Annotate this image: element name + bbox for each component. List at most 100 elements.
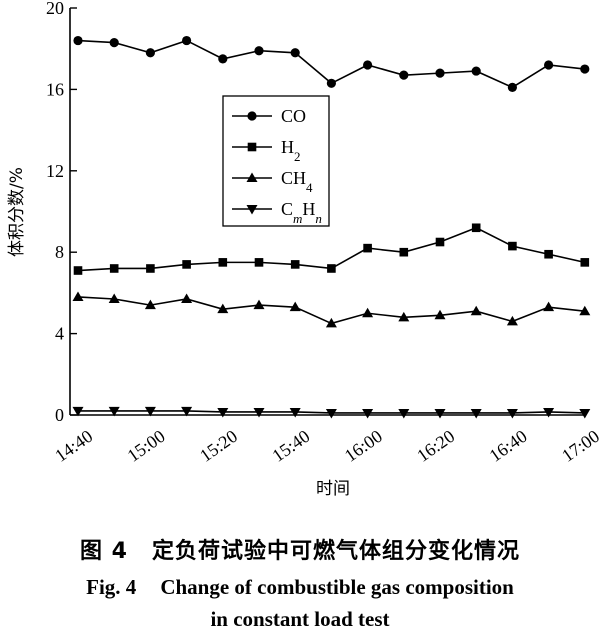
data-point-cmhn <box>506 408 518 419</box>
series-h2 <box>73 223 590 275</box>
data-point-h2 <box>290 260 300 269</box>
data-point-co <box>218 54 228 64</box>
data-point-ch4 <box>72 291 84 301</box>
data-point-ch4 <box>289 301 301 312</box>
data-point-cmhn <box>253 407 265 418</box>
caption-chinese-text: 定负荷试验中可燃气体组分变化情况 <box>151 539 520 564</box>
x-tick-label: 15:40 <box>268 426 313 466</box>
data-point-h2 <box>399 247 409 257</box>
series-ch4 <box>72 291 591 328</box>
data-point-ch4 <box>398 311 410 322</box>
data-point-h2 <box>580 258 590 267</box>
data-point-co <box>435 68 445 78</box>
data-point-h2 <box>109 264 119 273</box>
caption-english-text: Change of combustible gas composition <box>160 575 514 599</box>
data-point-co <box>254 46 264 56</box>
series-co <box>73 35 590 92</box>
x-tick-label: 16:00 <box>341 426 386 466</box>
x-tick-label: 14:40 <box>51 426 96 466</box>
legend-item-ch4: CH4 <box>232 168 313 195</box>
data-point-h2 <box>327 264 336 273</box>
data-point-co <box>182 35 192 46</box>
y-tick-label: 20 <box>46 0 64 18</box>
data-point-ch4 <box>543 301 555 312</box>
x-tick-label: 17:00 <box>558 426 600 466</box>
y-tick-label: 8 <box>55 242 64 262</box>
data-point-cmhn <box>398 408 410 419</box>
data-point-cmhn <box>289 407 301 418</box>
data-point-ch4 <box>108 293 120 304</box>
data-point-cmhn <box>579 408 591 419</box>
legend-label: H2 <box>281 137 301 164</box>
legend-swatch-marker <box>247 111 257 121</box>
legend-item-cmhn: CmHn <box>232 199 322 226</box>
data-point-co <box>399 70 409 80</box>
data-point-h2 <box>508 241 517 251</box>
data-point-ch4 <box>253 299 265 310</box>
x-tick-label: 16:20 <box>413 426 458 466</box>
x-ticks: 14:40 15:00 15:20 15:40 16:00 16:20 16:40 17:00 <box>51 409 600 466</box>
data-point-ch4 <box>144 299 156 310</box>
data-point-h2 <box>435 237 445 247</box>
legend-swatch-marker <box>247 142 257 152</box>
data-point-co <box>507 82 517 92</box>
data-point-cmhn <box>434 408 446 419</box>
caption-english-fig: Fig. 4 <box>86 575 137 599</box>
data-point-cmhn <box>72 406 84 417</box>
legend-item-co: CO <box>232 106 306 126</box>
data-point-ch4 <box>434 309 446 320</box>
data-point-h2 <box>254 258 264 267</box>
legend: CO H2 CH4 CmHn <box>222 95 330 227</box>
data-point-h2 <box>146 264 155 273</box>
legend-label: CO <box>281 106 306 126</box>
data-point-cmhn <box>543 407 555 418</box>
data-point-co <box>544 60 554 70</box>
caption-english-line-1: Fig. 4 Change of combustible gas composit… <box>0 575 600 600</box>
data-point-h2 <box>363 243 372 253</box>
data-point-cmhn <box>470 408 482 419</box>
data-point-co <box>363 60 373 70</box>
y-ticks: 0 4 8 12 16 20 <box>46 0 77 425</box>
data-point-co <box>580 64 590 74</box>
caption-chinese: 图 4 定负荷试验中可燃气体组分变化情况 <box>0 533 600 565</box>
legend-label: CmHn <box>281 199 322 226</box>
caption-chinese-fig: 图 4 <box>80 539 128 564</box>
legend-label: CH4 <box>281 168 313 195</box>
data-point-ch4 <box>325 317 337 328</box>
x-tick-label: 16:40 <box>486 426 531 466</box>
data-point-ch4 <box>579 305 591 316</box>
data-point-h2 <box>544 249 553 259</box>
data-point-cmhn <box>144 406 156 417</box>
x-axis-label: 时间 <box>316 479 350 499</box>
x-tick-label: 15:20 <box>196 426 241 466</box>
x-tick-label: 15:00 <box>124 426 169 466</box>
legend-item-h2: H2 <box>232 137 301 164</box>
y-tick-label: 0 <box>55 405 64 425</box>
data-point-ch4 <box>506 315 518 326</box>
data-point-ch4 <box>470 305 482 316</box>
legend-swatch-marker <box>246 172 258 182</box>
y-tick-label: 12 <box>46 161 64 181</box>
y-tick-label: 4 <box>55 324 64 344</box>
data-point-co <box>471 66 481 76</box>
series-group <box>72 35 591 419</box>
data-point-cmhn <box>362 408 374 419</box>
data-point-cmhn <box>181 406 193 417</box>
y-axis-label: 体积分数/% <box>7 167 27 257</box>
data-point-co <box>145 48 155 58</box>
series-cmhn <box>72 406 591 419</box>
data-point-co <box>73 35 83 46</box>
data-point-h2 <box>218 258 228 267</box>
data-point-cmhn <box>108 406 120 417</box>
legend-swatch-marker <box>246 205 258 215</box>
data-point-cmhn <box>217 407 229 418</box>
data-point-cmhn <box>325 408 337 419</box>
data-point-h2 <box>471 223 481 233</box>
chart: 0 4 8 12 16 20 14:40 15:00 15:20 15:40 16:00 16:20… <box>7 0 600 499</box>
data-point-ch4 <box>217 303 229 314</box>
data-point-co <box>326 78 336 88</box>
data-point-co <box>109 37 119 48</box>
axes <box>69 8 585 416</box>
data-point-h2 <box>73 266 83 275</box>
data-point-h2 <box>182 260 191 269</box>
